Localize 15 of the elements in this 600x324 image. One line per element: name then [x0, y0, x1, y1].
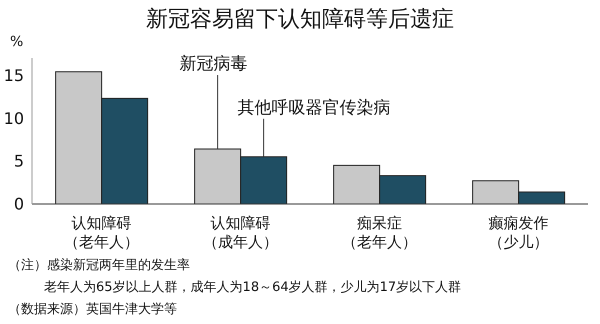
- y-tick-label: 15: [4, 66, 24, 85]
- x-tick-label: 认知障碍（老年人）: [64, 214, 139, 251]
- text: 其他呼吸器官传染病: [238, 98, 391, 118]
- text: 新冠病毒: [180, 54, 248, 74]
- y-tick-label: 0: [14, 194, 24, 214]
- chart-title: 新冠容易留下认知障碍等后遗症: [145, 6, 455, 34]
- y-tick-label: 5: [14, 152, 24, 171]
- text: （注）感染新冠两年里的发生率: [8, 257, 190, 274]
- x-tick-label: 痴呆症（老年人）: [342, 214, 417, 251]
- text: （数据来源）英国牛津大学等: [8, 301, 177, 318]
- text: 老年人为65岁以上人群，成年人为18～64岁人群，少儿为17岁以下人群: [44, 279, 462, 296]
- y-axis-title: %: [10, 34, 24, 50]
- x-tick-label: 癫痫发作（少儿）: [488, 214, 548, 251]
- y-tick-label: 10: [4, 108, 24, 128]
- x-tick-label: 认知障碍（成年人）: [203, 214, 278, 251]
